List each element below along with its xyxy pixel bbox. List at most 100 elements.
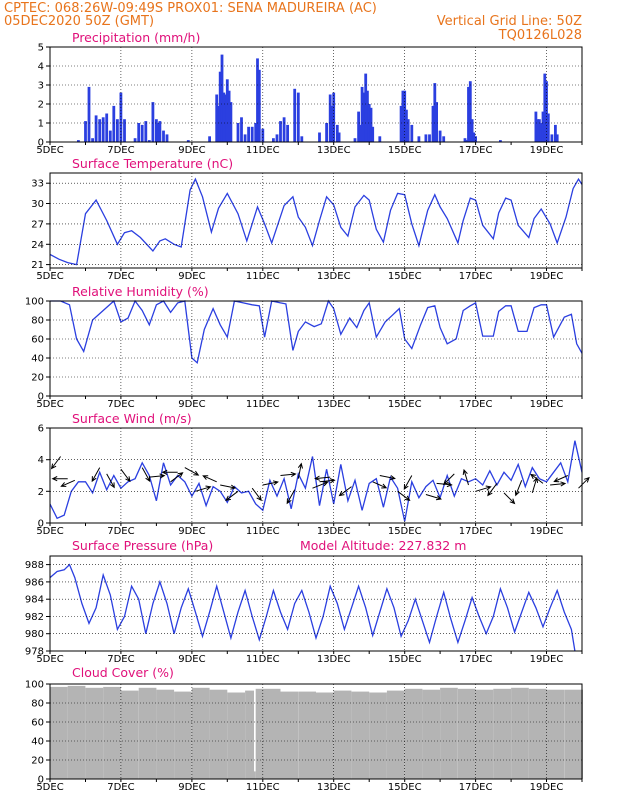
- temp-xtick-label-6: 17DEC: [459, 271, 493, 282]
- precip-bar-54: [328, 94, 332, 142]
- wind-xtick-label-1: 7DEC: [107, 526, 134, 537]
- pressure-xtick-label-7: 19DEC: [530, 654, 564, 665]
- precip-xtick-label-1: 7DEC: [107, 145, 134, 156]
- precip-bar-9: [112, 105, 116, 142]
- wind-arrow-5: [120, 468, 131, 483]
- precip-bar-102: [555, 134, 559, 142]
- panel-surface-pressure: Surface Pressure (hPa) Model Altitude: 2…: [25, 538, 583, 665]
- wind-arrow-35: [514, 480, 523, 497]
- wind-plot-frame: [49, 427, 583, 524]
- precip-bar-50: [296, 92, 300, 142]
- cloud-cover-bar-14: [280, 691, 299, 779]
- pressure-xtick-label-2: 9DEC: [178, 654, 205, 665]
- panel-precipitation: Precipitation (mm/h) 0 1 2 3 4 5 5DEC 7DEC 9DEC 1…: [36, 30, 583, 156]
- precip-bar-89: [472, 132, 476, 142]
- precip-xtick-label-6: 17DEC: [459, 145, 493, 156]
- pressure-xtick-label-1: 7DEC: [107, 654, 134, 665]
- precip-bar-75: [410, 124, 414, 142]
- pressure-xtick-label-4: 13DEC: [317, 654, 351, 665]
- temp-ytick-label-1: 24: [31, 240, 44, 251]
- precip-bar-79: [431, 105, 435, 142]
- precip-bar-83: [442, 136, 446, 142]
- precip-bar-93: [536, 119, 540, 142]
- precip-bar-32: [225, 79, 229, 142]
- temp-series-line: [49, 177, 583, 266]
- pressure-xtick-label-3: 11DEC: [246, 654, 280, 665]
- cloud-xtick-label-6: 17DEC: [459, 782, 493, 793]
- precip-bar-59: [353, 138, 357, 142]
- precip-bar-7: [105, 113, 109, 142]
- wind-series-line: [49, 440, 583, 522]
- precip-bar-22: [162, 130, 165, 142]
- precip-bar-43: [261, 128, 265, 142]
- pressure-xtick-label-5: 15DEC: [388, 654, 422, 665]
- cloud-cover-title: Cloud Cover (%): [72, 665, 174, 680]
- rh-ytick-label-2: 40: [31, 354, 44, 365]
- precip-plot-frame: [49, 46, 583, 143]
- cloud-ytick-label-4: 80: [31, 699, 44, 710]
- precip-bar-71: [401, 90, 405, 142]
- precip-bar-55: [330, 105, 334, 142]
- pressure-ytick-label-0: 978: [25, 647, 44, 658]
- precip-ytick-label-0: 0: [38, 138, 44, 149]
- cloud-cover-bar-1: [67, 685, 86, 779]
- cloud-cover-bar-23: [440, 687, 458, 779]
- precip-bar-101: [554, 124, 557, 142]
- precip-bar-5: [98, 119, 102, 142]
- temp-plot-frame: [49, 172, 583, 269]
- cloud-cover-bar-9: [209, 689, 228, 779]
- precip-bar-90: [474, 136, 477, 142]
- wind-arrow-27: [403, 475, 413, 491]
- precip-bar-23: [165, 134, 169, 142]
- header-grid-note: Vertical Grid Line: 50Z: [437, 14, 582, 29]
- precip-bar-60: [357, 111, 360, 142]
- precip-bar-13: [133, 138, 137, 142]
- wind-arrow-22: [314, 475, 331, 481]
- pressure-title: Surface Pressure (hPa): [72, 538, 213, 553]
- cloud-xtick-label-2: 9DEC: [178, 782, 205, 793]
- precip-bar-70: [399, 105, 403, 142]
- precip-bar-94: [538, 119, 541, 142]
- cloud-cover-bar-18: [351, 691, 370, 779]
- cloud-xtick-label-4: 13DEC: [317, 782, 351, 793]
- cloud-cover-bar-19: [369, 692, 387, 779]
- pressure-ytick-label-5: 988: [25, 560, 44, 571]
- precip-bar-56: [332, 92, 336, 142]
- precip-bar-92: [534, 111, 538, 142]
- cloud-xtick-label-1: 7DEC: [107, 782, 134, 793]
- precip-bar-31: [224, 94, 227, 142]
- cloud-cover-bar-29: [546, 689, 565, 779]
- precip-bar-53: [325, 123, 328, 142]
- cloud-xtick-label-7: 19DEC: [530, 782, 564, 793]
- cloud-ytick-label-1: 20: [31, 756, 44, 767]
- precip-xtick-label-3: 11DEC: [246, 145, 280, 156]
- cloud-cover-bar-20: [386, 690, 405, 779]
- precip-xtick-label-2: 9DEC: [178, 145, 205, 156]
- wind-arrow-24: [372, 481, 388, 489]
- precip-bar-24: [186, 140, 190, 142]
- wind-arrow-38: [550, 481, 567, 487]
- wind-arrow-10: [184, 467, 200, 476]
- precip-bar-98: [545, 81, 548, 142]
- precip-xtick-label-7: 19DEC: [530, 145, 564, 156]
- wind-ytick-label-1: 2: [38, 487, 44, 498]
- panel-surface-temperature: Surface Temperature (nC) 21 24 27 30 33 5DEC 7…: [31, 156, 583, 282]
- cloud-cover-bar-12: [253, 771, 256, 779]
- precip-bar-84: [463, 138, 467, 142]
- precip-bar-88: [470, 119, 474, 142]
- wind-arrow-19: [297, 462, 303, 479]
- precip-bar-29: [220, 54, 224, 142]
- precip-bar-27: [217, 105, 220, 142]
- precip-bar-57: [335, 124, 339, 142]
- precip-bar-74: [406, 119, 410, 142]
- precip-bar-67: [369, 107, 373, 142]
- temp-ytick-label-2: 27: [31, 219, 44, 230]
- precip-bar-91: [499, 140, 502, 142]
- cloud-cover-bar-10: [227, 692, 245, 779]
- precip-bar-40: [254, 123, 258, 142]
- cloud-cover-bar-8: [191, 687, 210, 779]
- cloud-ytick-label-0: 0: [38, 775, 44, 786]
- precip-bar-2: [87, 86, 91, 142]
- model-altitude: Model Altitude: 227.832 m: [300, 538, 466, 553]
- precip-bar-41: [256, 58, 259, 142]
